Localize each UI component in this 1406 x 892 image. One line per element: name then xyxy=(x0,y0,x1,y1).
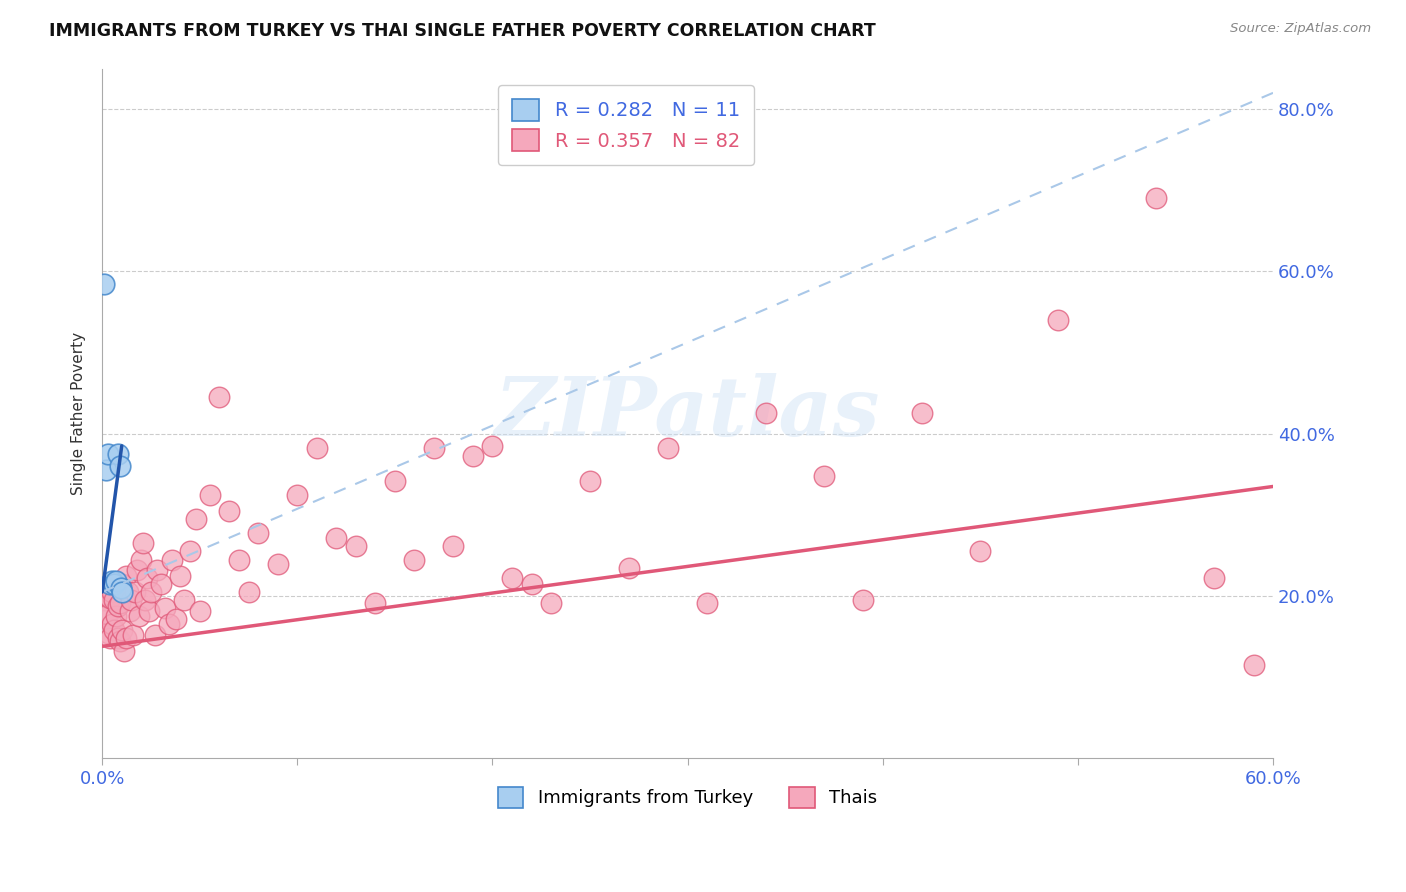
Point xyxy=(1144,191,1167,205)
Point xyxy=(540,595,562,609)
Point xyxy=(107,632,129,646)
Point xyxy=(107,599,129,613)
Point xyxy=(103,577,125,591)
Point xyxy=(132,536,155,550)
Point xyxy=(97,607,120,621)
Point xyxy=(93,593,115,607)
Point xyxy=(124,585,146,599)
Point xyxy=(98,632,121,646)
Point xyxy=(127,563,149,577)
Point xyxy=(657,442,679,456)
Point xyxy=(1243,658,1265,673)
Point xyxy=(1204,571,1226,585)
Point xyxy=(364,595,387,609)
Legend: Immigrants from Turkey, Thais: Immigrants from Turkey, Thais xyxy=(491,780,884,815)
Point xyxy=(305,442,328,456)
Point xyxy=(153,601,176,615)
Point xyxy=(112,644,135,658)
Point xyxy=(117,585,139,599)
Point xyxy=(110,581,132,595)
Y-axis label: Single Father Poverty: Single Father Poverty xyxy=(72,332,86,495)
Point xyxy=(103,623,125,637)
Point xyxy=(384,474,406,488)
Point xyxy=(94,589,117,603)
Point xyxy=(173,593,195,607)
Text: Source: ZipAtlas.com: Source: ZipAtlas.com xyxy=(1230,22,1371,36)
Point xyxy=(108,459,131,474)
Point xyxy=(188,604,211,618)
Point xyxy=(157,617,180,632)
Point xyxy=(138,604,160,618)
Point xyxy=(98,577,121,591)
Point xyxy=(149,577,172,591)
Point xyxy=(813,469,835,483)
Point xyxy=(162,552,184,566)
Point xyxy=(114,632,136,646)
Point xyxy=(617,560,640,574)
Point xyxy=(97,581,120,595)
Point xyxy=(128,609,150,624)
Point xyxy=(344,539,367,553)
Point xyxy=(101,585,124,599)
Point xyxy=(696,595,718,609)
Point xyxy=(114,568,136,582)
Point xyxy=(285,487,308,501)
Point xyxy=(325,531,347,545)
Point xyxy=(118,604,141,618)
Point xyxy=(121,593,143,607)
Point xyxy=(104,577,127,591)
Point xyxy=(481,439,503,453)
Point xyxy=(267,557,290,571)
Point xyxy=(198,487,221,501)
Point xyxy=(911,406,934,420)
Point xyxy=(143,628,166,642)
Point xyxy=(169,568,191,582)
Point xyxy=(122,628,145,642)
Point xyxy=(111,577,134,591)
Point xyxy=(755,406,778,420)
Point xyxy=(165,612,187,626)
Point xyxy=(104,574,127,589)
Point xyxy=(423,442,446,456)
Point xyxy=(103,593,125,607)
Point xyxy=(98,591,121,605)
Point xyxy=(184,512,207,526)
Point xyxy=(969,544,991,558)
Point xyxy=(579,474,602,488)
Text: ZIPatlas: ZIPatlas xyxy=(495,374,880,453)
Point xyxy=(238,585,260,599)
Point xyxy=(218,504,240,518)
Point xyxy=(852,593,875,607)
Point xyxy=(108,633,131,648)
Point xyxy=(520,577,543,591)
Point xyxy=(139,585,162,599)
Point xyxy=(108,595,131,609)
Point xyxy=(136,571,159,585)
Point xyxy=(146,563,169,577)
Point xyxy=(93,277,115,291)
Point xyxy=(228,552,250,566)
Point xyxy=(101,617,124,632)
Point xyxy=(247,525,270,540)
Point xyxy=(1047,313,1070,327)
Point xyxy=(461,450,484,464)
Point xyxy=(501,571,523,585)
Point xyxy=(179,544,201,558)
Point xyxy=(404,552,426,566)
Point xyxy=(208,390,231,404)
Point xyxy=(134,593,156,607)
Point xyxy=(107,447,129,461)
Point xyxy=(443,539,465,553)
Text: IMMIGRANTS FROM TURKEY VS THAI SINGLE FATHER POVERTY CORRELATION CHART: IMMIGRANTS FROM TURKEY VS THAI SINGLE FA… xyxy=(49,22,876,40)
Point xyxy=(111,623,134,637)
Point xyxy=(104,609,127,624)
Point xyxy=(111,585,134,599)
Point xyxy=(94,463,117,477)
Point xyxy=(94,609,117,624)
Point xyxy=(97,625,120,640)
Point xyxy=(97,447,120,461)
Point xyxy=(129,552,152,566)
Point xyxy=(101,574,124,589)
